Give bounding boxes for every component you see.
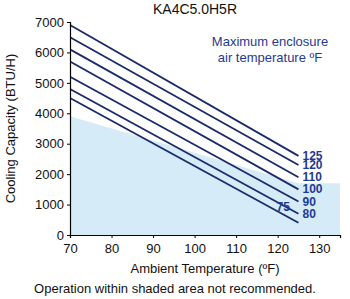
tick-mark [153,235,154,238]
tick: 120 [267,235,289,256]
tick: 110 [226,235,247,256]
tick-mark [112,235,113,238]
tick: 0 [57,228,70,243]
tick: 4000 [35,106,70,121]
annotation: Maximum enclosure [212,34,328,49]
chart: 70 80 90 100 110 120 130 0 1000 2000 3000 4000 5000 6… [0,0,350,299]
annotation: air temperature ºF [218,50,323,65]
tick-mark [67,174,70,175]
tick-label: 7000 [35,15,64,30]
tick-label: 130 [309,241,331,256]
tick: 2000 [35,167,70,182]
axis-line [71,236,341,239]
x-axis-title: Ambient Temperature (ºF) [130,261,279,276]
series-line [70,49,298,177]
tick-mark [67,22,70,23]
tick-label: 4000 [35,106,64,121]
tick-label: 5000 [35,76,64,91]
tick: 7000 [35,15,70,30]
title: KA4C5.0H5R [153,1,237,17]
tick: 90 [146,235,160,256]
tick-label: 70 [63,241,77,256]
shaded-region [70,116,340,235]
x-axis: 70 80 90 100 110 120 130 [63,235,340,256]
tick-mark [278,235,279,238]
series-label: 75 [276,200,290,214]
tick: 70 [63,235,77,256]
tick-label: 90 [146,241,160,256]
frame [70,22,340,23]
tick-mark [67,52,70,53]
series-line [70,98,298,223]
series-line [70,77,298,202]
axis-line [67,23,71,236]
tick-label: 120 [267,241,289,256]
tick-label: 6000 [35,45,64,60]
tick: 6000 [35,45,70,60]
footnote: Operation within shaded area not recomme… [34,281,316,296]
tick-label: 100 [184,241,206,256]
tick-mark [236,235,237,238]
tick: 130 [309,235,331,256]
tick: 3000 [35,136,70,151]
tick: 1000 [35,197,70,212]
y-axis-title: Cooling Capacity (BTU/H) [3,54,18,204]
y-axis: 0 1000 2000 3000 4000 5000 6000 7000 [35,15,70,243]
plot-area [70,25,340,235]
series-line [70,62,298,190]
tick-label: 3000 [35,136,64,151]
tick-mark [67,144,70,145]
tick-label: 80 [105,241,119,256]
tick-label: 1000 [35,197,64,212]
tick-mark [195,235,196,238]
tick: 100 [184,235,206,256]
tick-mark [67,113,70,114]
tick: 80 [105,235,119,256]
tick-mark [319,235,320,238]
tick: 5000 [35,76,70,91]
tick-mark [67,235,70,236]
series-label: 80 [302,207,316,221]
tick-label: 2000 [35,167,64,182]
tick-label: 110 [226,241,247,256]
tick-mark [67,205,70,206]
series-line [70,89,298,214]
tick-mark [67,83,70,84]
tick-label: 0 [57,228,64,243]
